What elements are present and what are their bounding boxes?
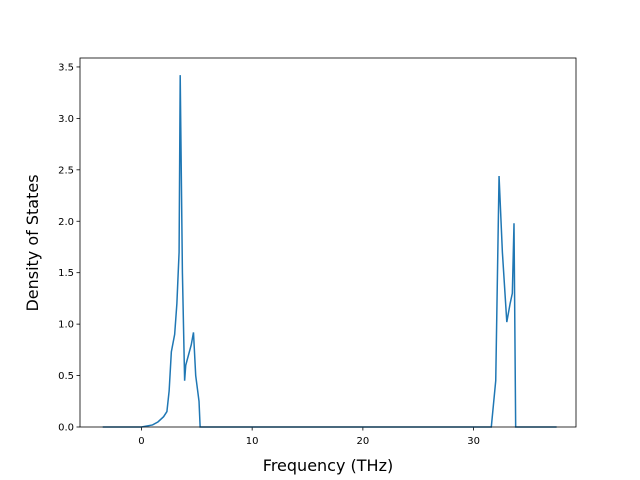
y-tick-label: 1.5 bbox=[58, 268, 74, 279]
x-axis-label: Frequency (THz) bbox=[263, 456, 393, 475]
x-tick-label: 10 bbox=[246, 436, 259, 447]
y-tick-label: 3.0 bbox=[58, 114, 74, 125]
y-tick-label: 2.0 bbox=[58, 217, 74, 228]
x-tick-label: 30 bbox=[467, 436, 480, 447]
line-series bbox=[102, 75, 557, 428]
y-axis-label: Density of States bbox=[23, 174, 42, 311]
y-tick-label: 0.5 bbox=[58, 371, 74, 382]
y-tick-label: 2.5 bbox=[58, 165, 74, 176]
x-tick-label: 0 bbox=[138, 436, 144, 447]
plot-frame bbox=[79, 57, 577, 428]
y-tick-label: 0.0 bbox=[58, 423, 74, 434]
x-tick-label: 20 bbox=[357, 436, 370, 447]
y-tick-label: 3.5 bbox=[58, 62, 74, 73]
y-tick-label: 1.0 bbox=[58, 320, 74, 331]
